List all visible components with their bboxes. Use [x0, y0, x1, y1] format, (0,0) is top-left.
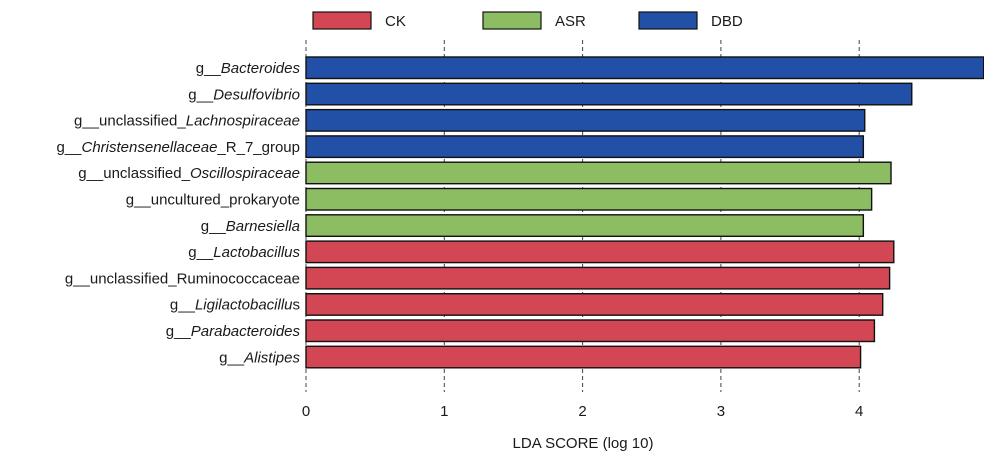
bar-barnesiella [305, 214, 865, 238]
x-axis-label: LDA SCORE (log 10) [513, 435, 654, 452]
legend-label-ck: CK [385, 13, 406, 30]
bar-label: g__unclassified_Ruminococcaceae [65, 270, 300, 287]
legend-swatch-asr [482, 11, 542, 30]
bar-label: g__Alistipes [219, 349, 300, 366]
bar-lachnospiraceae [305, 108, 866, 132]
legend-label-asr: ASR [555, 13, 586, 30]
bar-g-unclassified-ruminococcaceae [305, 266, 891, 290]
bars [305, 56, 984, 369]
bar-christensenellaceae [305, 135, 865, 159]
bar-label: g__unclassified_Lachnospiraceae [74, 113, 300, 130]
x-tick-label: 0 [302, 403, 310, 420]
bar-label: g__Lactobacillus [188, 244, 300, 261]
legend-swatch-dbd [638, 11, 698, 30]
bar-parabacteroides [305, 319, 876, 343]
bar-label: g__Parabacteroides [166, 323, 301, 340]
x-tick-label: 2 [578, 403, 586, 420]
legend-swatch-ck [312, 11, 372, 30]
bar-g-uncultured-prokaryote [305, 187, 873, 211]
bar-label: g__Bacteroides [196, 60, 301, 77]
legend-label-dbd: DBD [711, 13, 743, 30]
bar-lactobacillus [305, 240, 895, 264]
bar-ligilactobacillu [305, 293, 884, 316]
bar-bacteroides [305, 56, 984, 80]
bar-label: g__Christensenellaceae_R_7_group [56, 139, 300, 156]
x-axis-ticks: 0 1 2 3 4 [302, 403, 864, 420]
bar-label: g__Desulfovibrio [188, 86, 300, 103]
bar-oscillospiraceae [305, 161, 892, 185]
bar-labels: g__Bacteroides g__Desulfovibrio g__unclass… [56, 60, 300, 366]
x-tick-label: 4 [855, 403, 863, 420]
bar-alistipes [305, 345, 862, 369]
bar-label: g__Barnesiella [201, 218, 300, 235]
bar-desulfovibrio [305, 82, 913, 106]
bar-label: g__uncultured_prokaryote [126, 192, 300, 209]
x-tick-label: 3 [717, 403, 725, 420]
legend: CK ASR DBD [312, 11, 743, 30]
bar-label: g__Ligilactobacillus [170, 297, 300, 314]
x-tick-label: 1 [440, 403, 448, 420]
bar-label: g__unclassified_Oscillospiraceae [78, 165, 300, 182]
